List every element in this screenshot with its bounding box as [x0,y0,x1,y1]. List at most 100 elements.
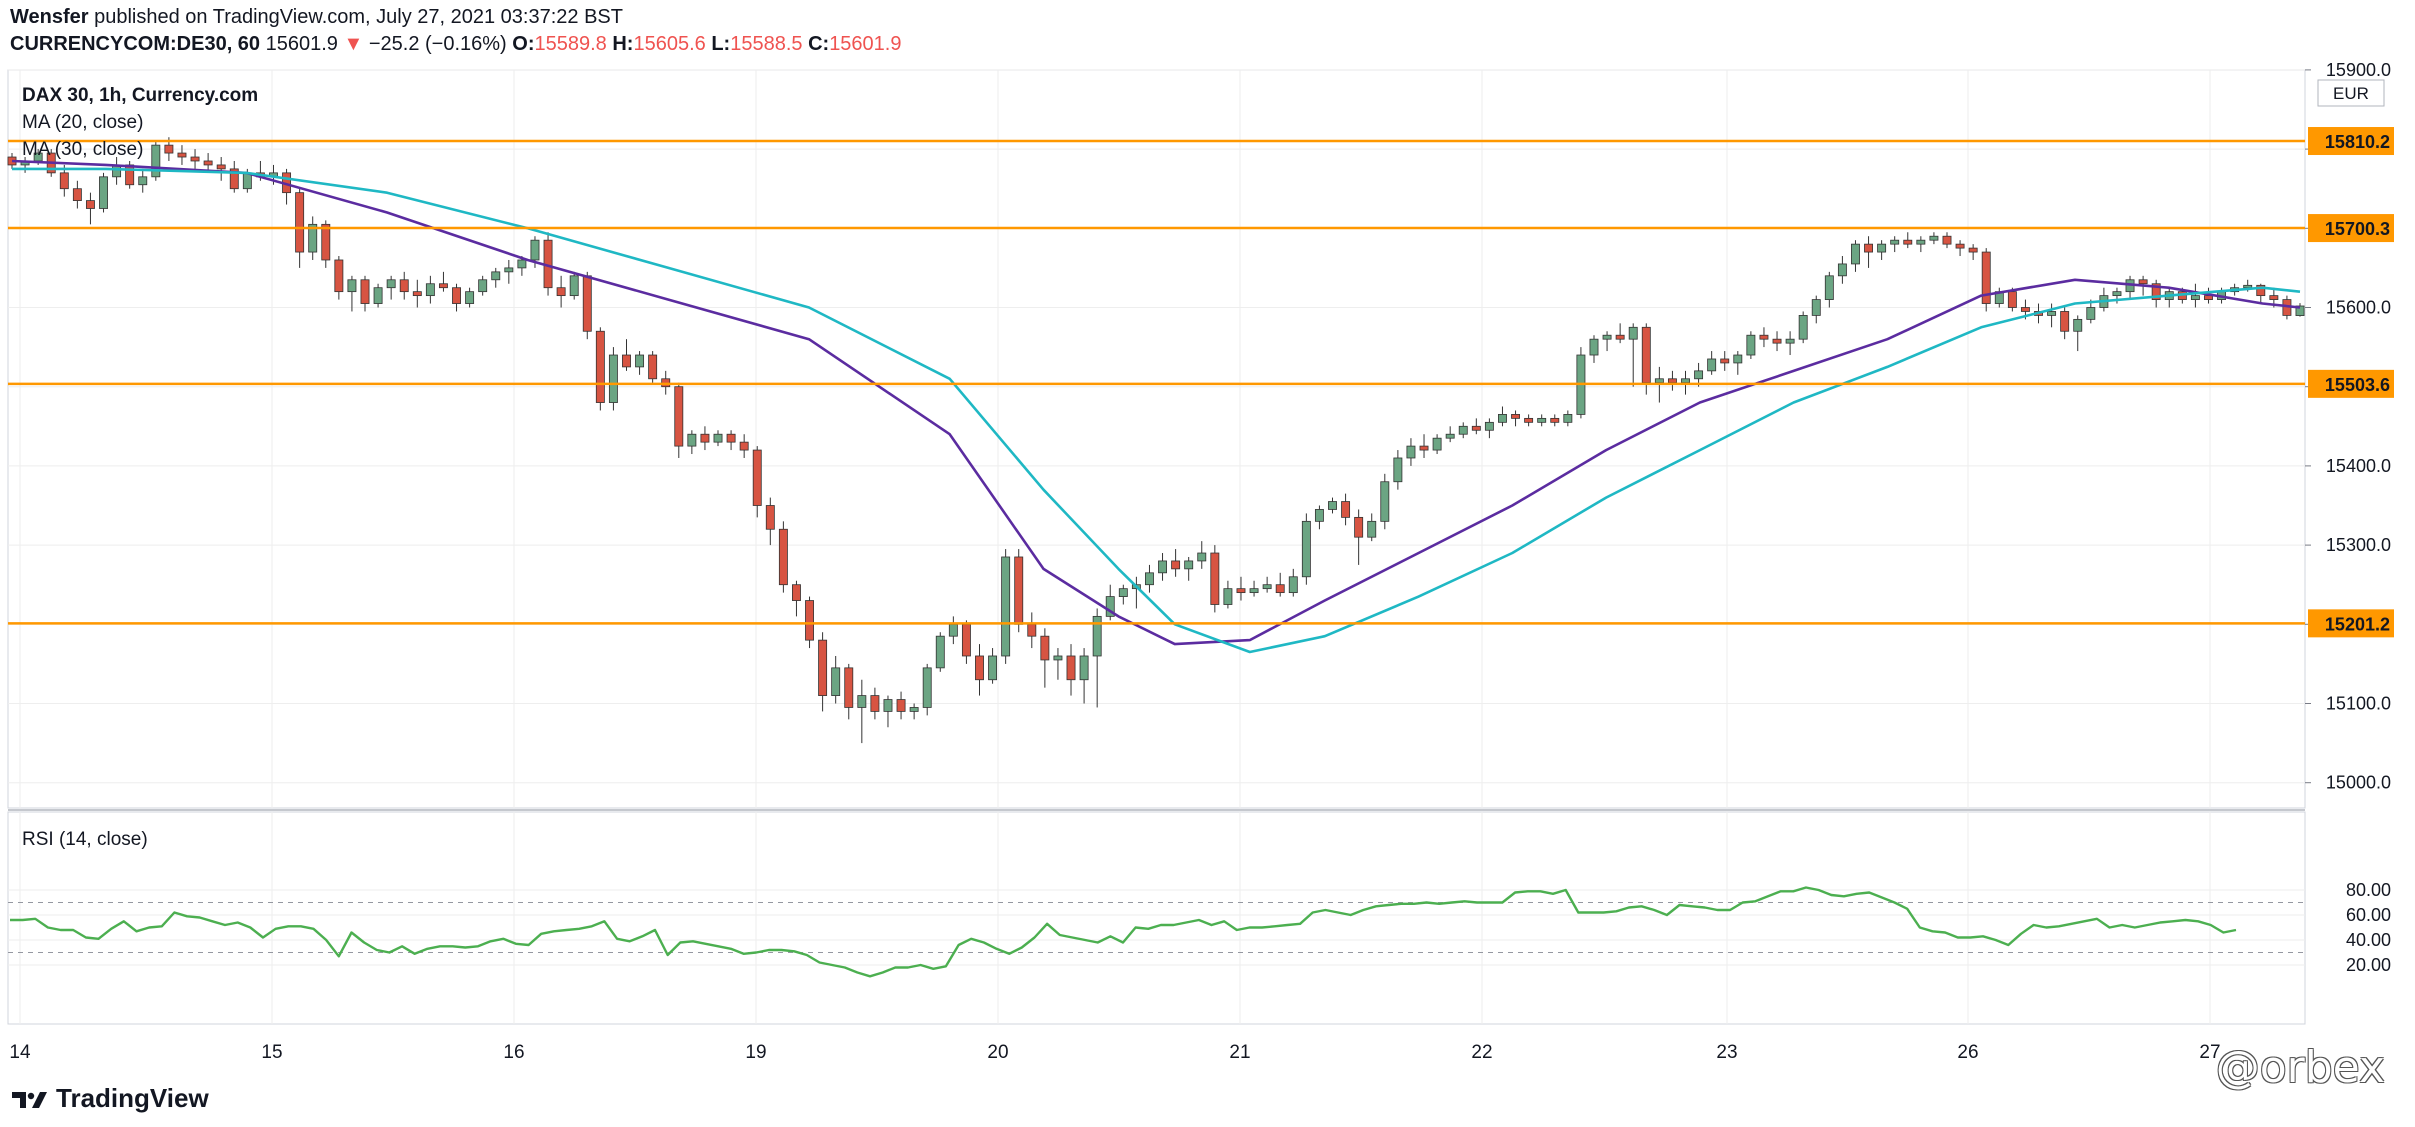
candle[interactable] [99,172,108,213]
candle[interactable] [556,275,566,308]
candle[interactable] [1040,628,1050,688]
candle[interactable] [386,275,396,300]
candle[interactable] [857,679,867,744]
candle[interactable] [674,382,684,458]
candle[interactable] [1393,450,1403,490]
candle[interactable] [1811,295,1821,324]
candle[interactable] [1785,331,1795,356]
candle[interactable] [1197,541,1207,569]
candle[interactable] [1341,493,1351,526]
candle[interactable] [569,271,579,300]
candle[interactable] [360,275,370,312]
candle[interactable] [1733,351,1743,375]
candle[interactable] [752,446,762,518]
candle[interactable] [438,271,448,292]
candle[interactable] [608,347,618,411]
candle[interactable] [1484,418,1494,439]
time-axis[interactable]: 14 15 16 19 20 21 22 23 26 27 [9,1042,2220,1063]
candle[interactable] [1432,434,1442,455]
candle[interactable] [399,271,409,300]
candle[interactable] [1158,553,1167,581]
candle[interactable] [582,271,592,340]
candle[interactable] [85,192,95,225]
candle[interactable] [909,703,919,720]
candle[interactable] [1301,513,1311,585]
candle[interactable] [1145,564,1154,593]
ma20-line[interactable] [11,159,2301,646]
candle[interactable] [1328,497,1337,514]
ma30-line[interactable] [12,167,2301,654]
candle[interactable] [138,168,148,193]
candle[interactable] [2164,287,2174,308]
candle[interactable] [935,632,945,672]
candle[interactable] [1942,232,1952,249]
candle[interactable] [1864,236,1874,268]
candle[interactable] [1615,323,1625,344]
candle[interactable] [2060,307,2070,340]
candle[interactable] [1550,414,1560,427]
candle[interactable] [177,145,187,165]
candle[interactable] [1118,584,1128,605]
candle[interactable] [831,655,841,704]
candle[interactable] [922,663,932,716]
candle[interactable] [504,259,514,284]
candle[interactable] [635,351,645,375]
ma20-legend[interactable]: MA (20, close) [22,112,143,133]
candle[interactable] [1563,410,1573,427]
candle[interactable] [2125,275,2135,300]
candle[interactable] [1027,612,1037,649]
candle[interactable] [2086,299,2096,324]
candle[interactable] [1066,644,1076,696]
candle[interactable] [229,160,239,193]
candle[interactable] [1628,323,1638,387]
candle[interactable] [648,351,658,383]
candle[interactable] [2151,279,2161,308]
candle[interactable] [988,648,998,684]
candle[interactable] [1471,418,1481,435]
candle[interactable] [1498,406,1507,427]
candle[interactable] [1955,240,1965,257]
candle[interactable] [1406,438,1416,466]
candle[interactable] [452,283,461,312]
candle[interactable] [1354,509,1364,565]
candle[interactable] [334,256,344,300]
rsi-line[interactable] [10,886,2237,978]
candle[interactable] [622,339,631,371]
candle[interactable] [818,632,828,712]
candle[interactable] [1589,335,1599,363]
candle[interactable] [1262,576,1272,593]
ma30-legend[interactable]: MA (30, close) [22,139,143,160]
candle[interactable] [700,426,710,451]
candle[interactable] [112,157,122,185]
candle[interactable] [425,275,435,304]
candle[interactable] [765,497,775,546]
candle[interactable] [1511,410,1520,427]
candle[interactable] [1994,287,2004,308]
candle[interactable] [1236,576,1246,601]
candle[interactable] [1171,549,1181,577]
candle[interactable] [1184,556,1194,581]
candle[interactable] [1707,351,1717,375]
candle[interactable] [465,287,475,308]
candle[interactable] [1720,351,1730,371]
candle[interactable] [1667,370,1677,391]
candle[interactable] [1890,236,1900,253]
candle[interactable] [151,141,161,181]
candle[interactable] [948,616,958,645]
candle[interactable] [1877,240,1887,260]
candle[interactable] [1288,568,1298,597]
candle[interactable] [308,216,318,260]
candle[interactable] [373,283,383,308]
candle[interactable] [1419,434,1429,458]
candle[interactable] [595,327,605,411]
candle[interactable] [2190,283,2200,308]
candle[interactable] [883,695,893,728]
candle[interactable] [778,521,788,593]
candle[interactable] [1001,549,1011,664]
candle[interactable] [844,663,854,720]
candle[interactable] [1223,580,1233,609]
candle[interactable] [1903,232,1913,249]
candle[interactable] [1210,545,1220,613]
candle[interactable] [1824,271,1834,308]
candle[interactable] [1053,648,1063,680]
